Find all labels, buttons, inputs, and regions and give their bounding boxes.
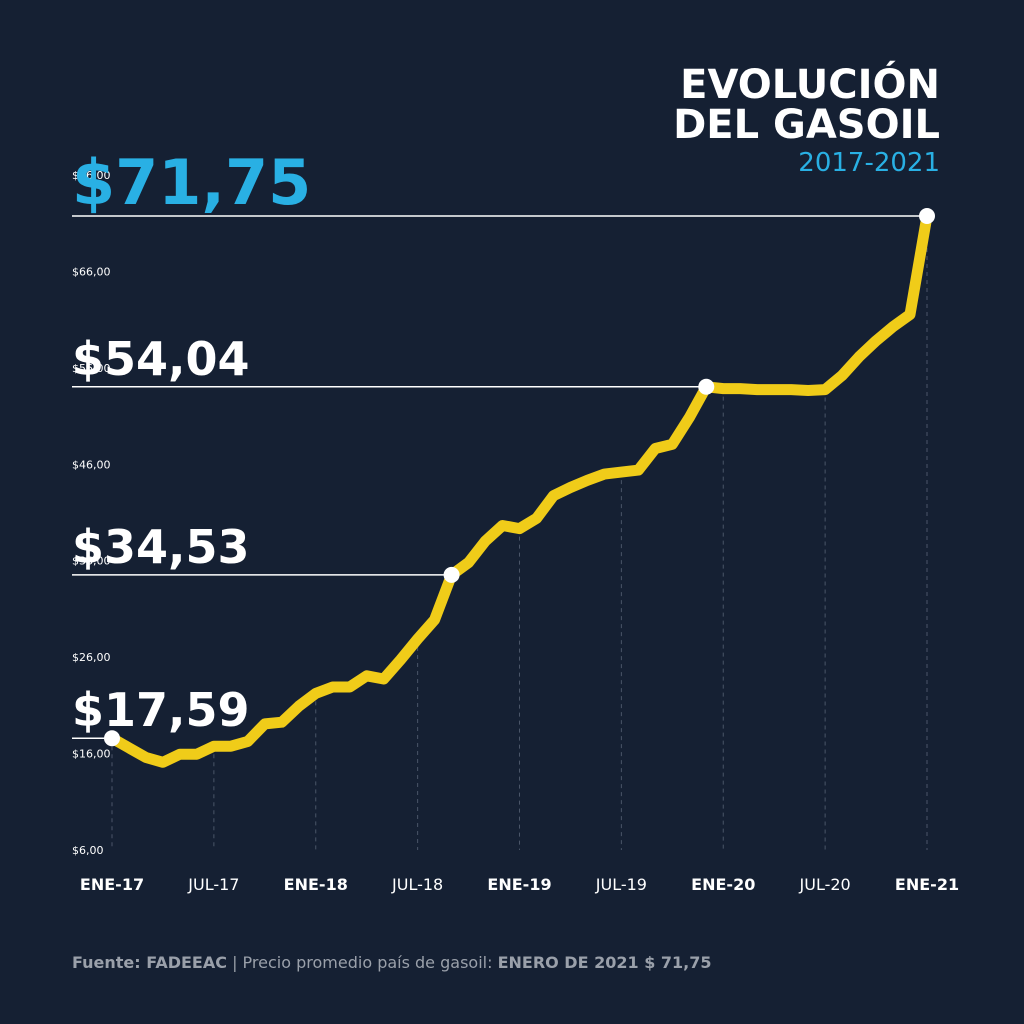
y-tick-label: $66,00 bbox=[72, 265, 111, 278]
source-label: Fuente: FADEEAC bbox=[72, 953, 227, 972]
source: Fuente: FADEEAC | Precio promedio país d… bbox=[72, 953, 712, 972]
y-tick-label: $36,00 bbox=[72, 555, 111, 568]
x-tick-label: ENE-17 bbox=[80, 875, 144, 894]
x-tick-label: ENE-18 bbox=[284, 875, 348, 894]
x-tick-label: ENE-20 bbox=[691, 875, 755, 894]
y-tick-label: $26,00 bbox=[72, 651, 111, 664]
x-tick-label: ENE-21 bbox=[895, 875, 959, 894]
source-text: | Precio promedio país de gasoil: bbox=[232, 953, 492, 972]
y-tick-label: $6,00 bbox=[72, 844, 104, 857]
x-tick-label: JUL-19 bbox=[595, 875, 647, 894]
x-tick-label: JUL-20 bbox=[799, 875, 851, 894]
point bbox=[919, 207, 935, 224]
source-highlight: ENERO DE 2021 $ 71,75 bbox=[498, 953, 712, 972]
y-tick-label: $76,00 bbox=[72, 169, 111, 182]
chart-title: DEL GASOIL bbox=[673, 102, 940, 148]
point bbox=[443, 566, 460, 583]
chart-title: EVOLUCIÓN bbox=[680, 60, 940, 108]
x-tick-label: ENE-19 bbox=[487, 875, 551, 894]
y-tick-label: $46,00 bbox=[72, 458, 111, 471]
x-tick-label: JUL-17 bbox=[187, 875, 239, 894]
chart-subtitle: 2017-2021 bbox=[798, 148, 940, 178]
series-line bbox=[106, 210, 933, 768]
point bbox=[104, 730, 120, 747]
y-tick-label: $16,00 bbox=[72, 748, 111, 761]
y-tick-label: $56,00 bbox=[72, 362, 111, 375]
value-label: $54,04 bbox=[72, 332, 250, 386]
x-tick-label: JUL-18 bbox=[391, 875, 443, 894]
point bbox=[698, 378, 715, 395]
value-label: $34,53 bbox=[72, 520, 250, 574]
value-label: $71,75 bbox=[72, 146, 311, 219]
value-label: $17,59 bbox=[72, 683, 250, 737]
